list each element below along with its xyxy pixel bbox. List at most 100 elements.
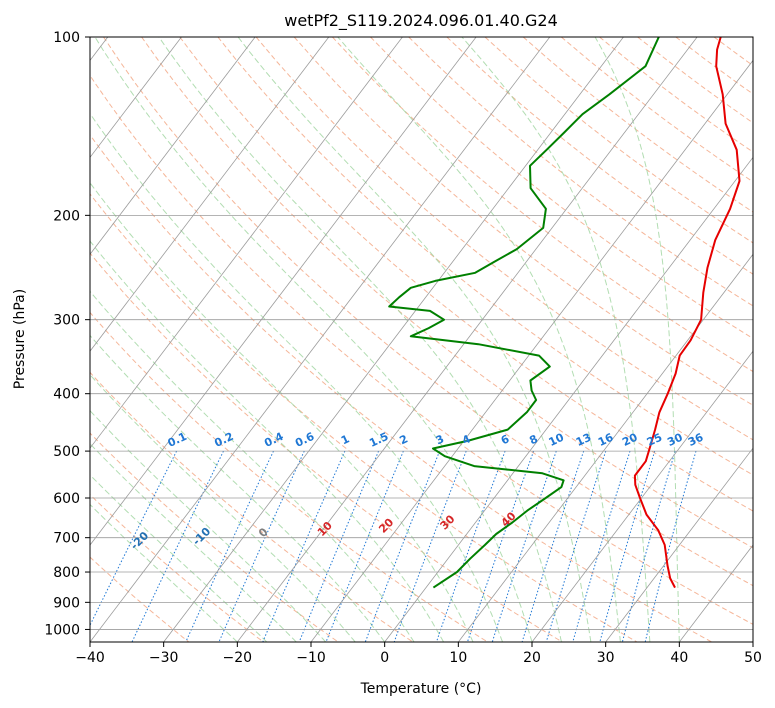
moist-adiabat-line bbox=[90, 409, 327, 642]
x-tick-label: 10 bbox=[449, 650, 467, 666]
x-tick-label: 20 bbox=[523, 650, 541, 666]
dry-adiabat-line bbox=[179, 37, 753, 512]
x-tick-label: −10 bbox=[296, 650, 326, 666]
y-axis-label: Pressure (hPa) bbox=[12, 289, 28, 389]
isotherm-line bbox=[90, 37, 256, 255]
mixing-ratio-label: 0.6 bbox=[293, 430, 316, 450]
mixing-ratio-line bbox=[393, 450, 467, 642]
dry-adiabat-line bbox=[255, 37, 753, 441]
dry-adiabat-line bbox=[560, 37, 753, 183]
y-tick-label: 400 bbox=[53, 387, 80, 403]
dry-adiabat-line bbox=[90, 311, 488, 642]
dry-adiabat-line bbox=[90, 193, 638, 642]
dry-adiabat-line bbox=[90, 134, 712, 642]
dry-adiabat-line bbox=[217, 37, 753, 476]
dry-adiabat-label: 20 bbox=[376, 515, 396, 535]
moist-adiabat-line bbox=[90, 182, 474, 642]
mixing-ratio-label: 10 bbox=[547, 431, 567, 449]
dry-adiabat-line bbox=[90, 493, 264, 642]
mixing-ratio-label: 13 bbox=[574, 431, 593, 449]
moist-adiabat-line bbox=[158, 37, 562, 642]
mixing-ratio-label: 20 bbox=[620, 431, 640, 449]
y-tick-label: 100 bbox=[53, 30, 80, 46]
mixing-ratio-line bbox=[90, 450, 178, 627]
dry-adiabat-line bbox=[713, 37, 753, 67]
dry-adiabat-line bbox=[90, 556, 190, 642]
isotherm-line bbox=[163, 37, 624, 642]
plot-frame bbox=[89, 36, 754, 643]
y-tick-label: 200 bbox=[53, 208, 80, 224]
moist-adiabat-line bbox=[90, 240, 445, 642]
mixing-ratio-line bbox=[467, 450, 535, 642]
mixing-ratio-line bbox=[545, 450, 607, 642]
x-axis-label: Temperature (°C) bbox=[360, 681, 482, 697]
isotherm-line bbox=[90, 37, 403, 449]
mixing-ratio-line bbox=[644, 450, 697, 642]
moist-adiabat-line bbox=[90, 474, 268, 642]
x-tick-label: −40 bbox=[75, 650, 105, 666]
isotherm-line bbox=[310, 59, 753, 642]
isotherm-line bbox=[384, 156, 753, 642]
mixing-ratio-line bbox=[435, 450, 506, 642]
mixing-ratio-label: 1 bbox=[339, 432, 351, 447]
mixing-ratio-label: 16 bbox=[596, 431, 616, 449]
dry-adiabat-line bbox=[332, 37, 753, 373]
moist-adiabat-line bbox=[90, 443, 297, 642]
mixing-ratio-label: 36 bbox=[686, 431, 706, 449]
x-tick-label: −30 bbox=[149, 650, 179, 666]
x-tick-label: 50 bbox=[744, 650, 762, 666]
dry-adiabat-label: -40 bbox=[3, 538, 26, 561]
dry-adiabat-label: 40 bbox=[499, 509, 519, 529]
x-tick-label: 30 bbox=[597, 650, 615, 666]
moist-adiabat-line bbox=[90, 374, 356, 642]
x-tick-label: −20 bbox=[223, 650, 253, 666]
y-tick-label: 500 bbox=[53, 444, 80, 460]
moist-adiabat-line bbox=[90, 112, 503, 642]
dry-adiabat-line bbox=[90, 74, 753, 625]
isotherm-line bbox=[90, 37, 182, 159]
dry-adiabat-line bbox=[90, 371, 414, 642]
moist-adiabat-line bbox=[337, 37, 621, 642]
y-tick-label: 1000 bbox=[44, 622, 80, 638]
isotherm-line bbox=[752, 641, 753, 642]
mixing-ratio-line bbox=[325, 450, 404, 642]
dry-adiabat-line bbox=[484, 37, 753, 244]
x-tick-label: 40 bbox=[670, 650, 688, 666]
mixing-ratio-line bbox=[521, 450, 585, 642]
moist-adiabat-line bbox=[461, 37, 651, 642]
isotherm-line bbox=[531, 350, 753, 642]
mixing-ratio-line bbox=[364, 450, 441, 642]
dry-adiabat-line bbox=[751, 37, 753, 39]
isotherm-line bbox=[90, 37, 477, 546]
moist-adiabat-line bbox=[94, 37, 533, 642]
adiabat-labels: -100-90-80-70-60-50-40-30-20-10010203040… bbox=[3, 430, 706, 561]
isotherm-line bbox=[605, 447, 753, 642]
mixing-ratio-line bbox=[131, 450, 224, 642]
dry-adiabat-line bbox=[103, 37, 753, 587]
y-tick-label: 700 bbox=[53, 531, 80, 547]
mixing-ratio-label: 25 bbox=[645, 431, 664, 449]
y-tick-label: 300 bbox=[53, 313, 80, 329]
x-tick-label: 0 bbox=[380, 650, 389, 666]
mixing-ratio-line bbox=[218, 450, 305, 642]
moist-adiabat-line bbox=[594, 37, 680, 642]
temperature-profile-line bbox=[633, 37, 741, 589]
mixing-ratio-line bbox=[621, 450, 676, 642]
moist-adiabat-line bbox=[237, 37, 592, 642]
mixing-ratio-label: 1.5 bbox=[367, 430, 390, 450]
dry-adiabat-line bbox=[90, 252, 563, 642]
dry-adiabat-line bbox=[141, 37, 753, 549]
dewpoint-profile-line bbox=[388, 37, 660, 589]
dry-adiabat-line bbox=[637, 37, 753, 124]
mixing-ratio-label: 30 bbox=[665, 431, 685, 449]
mixing-ratio-label: 2 bbox=[398, 432, 410, 447]
chart-title: wetPf2_S119.2024.096.01.40.G24 bbox=[284, 11, 558, 31]
mixing-ratio-line bbox=[262, 450, 346, 642]
mixing-ratio-label: 0.4 bbox=[262, 430, 285, 450]
isotherm-line bbox=[90, 37, 330, 352]
isotherm-line bbox=[237, 37, 698, 642]
mixing-ratio-line bbox=[491, 450, 557, 642]
mixing-ratio-label: 6 bbox=[499, 432, 512, 447]
mixing-ratio-label: 0.1 bbox=[166, 430, 189, 450]
